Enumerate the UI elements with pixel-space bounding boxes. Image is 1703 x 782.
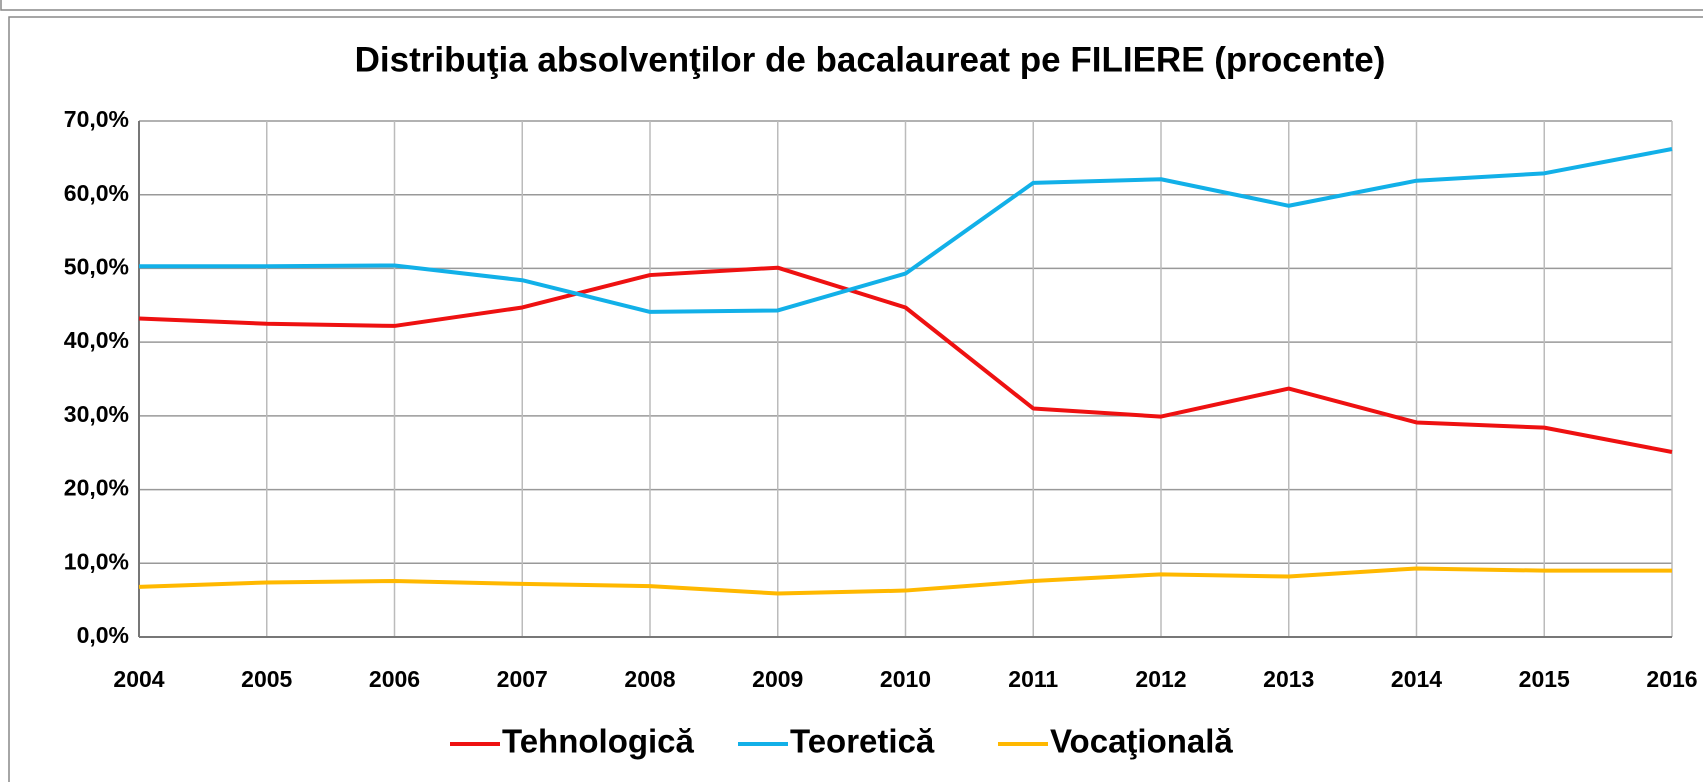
series-line	[138, 566, 1672, 596]
y-tick-label: 70,0%	[64, 106, 129, 132]
y-tick-label: 30,0%	[64, 401, 129, 427]
y-tick-label: 50,0%	[64, 254, 129, 280]
x-tick-label: 2006	[369, 666, 420, 692]
top-frame	[0, 0, 1703, 11]
y-tick-label: 20,0%	[64, 475, 129, 501]
x-tick-label: 2008	[624, 666, 675, 692]
x-tick-label: 2014	[1391, 666, 1442, 692]
y-tick-label: 40,0%	[64, 327, 129, 353]
y-tick-label: 60,0%	[64, 180, 129, 206]
x-tick-label: 2011	[1008, 666, 1058, 692]
x-tick-label: 2012	[1135, 666, 1186, 692]
x-tick-label: 2009	[752, 666, 803, 692]
x-tick-label: 2004	[113, 666, 164, 692]
series-line	[138, 265, 1673, 454]
chart-title: Distribuţia absolvenţilor de bacalaureat…	[355, 40, 1386, 79]
x-tick-label: 2013	[1263, 666, 1314, 692]
x-tick-label: 2016	[1646, 666, 1697, 692]
series-line	[139, 147, 1673, 314]
chart-frame	[8, 16, 1703, 782]
legend-label: Tehnologică	[502, 723, 695, 760]
legend-label: Teoretică	[790, 723, 935, 760]
x-tick-label: 2007	[497, 666, 548, 692]
y-tick-label: 10,0%	[64, 548, 129, 574]
x-tick-label: 2005	[241, 666, 292, 692]
x-tick-label: 2010	[880, 666, 931, 692]
legend-label: Vocaţională	[1050, 723, 1233, 760]
y-tick-label: 0,0%	[77, 622, 129, 648]
x-tick-label: 2015	[1519, 666, 1570, 692]
